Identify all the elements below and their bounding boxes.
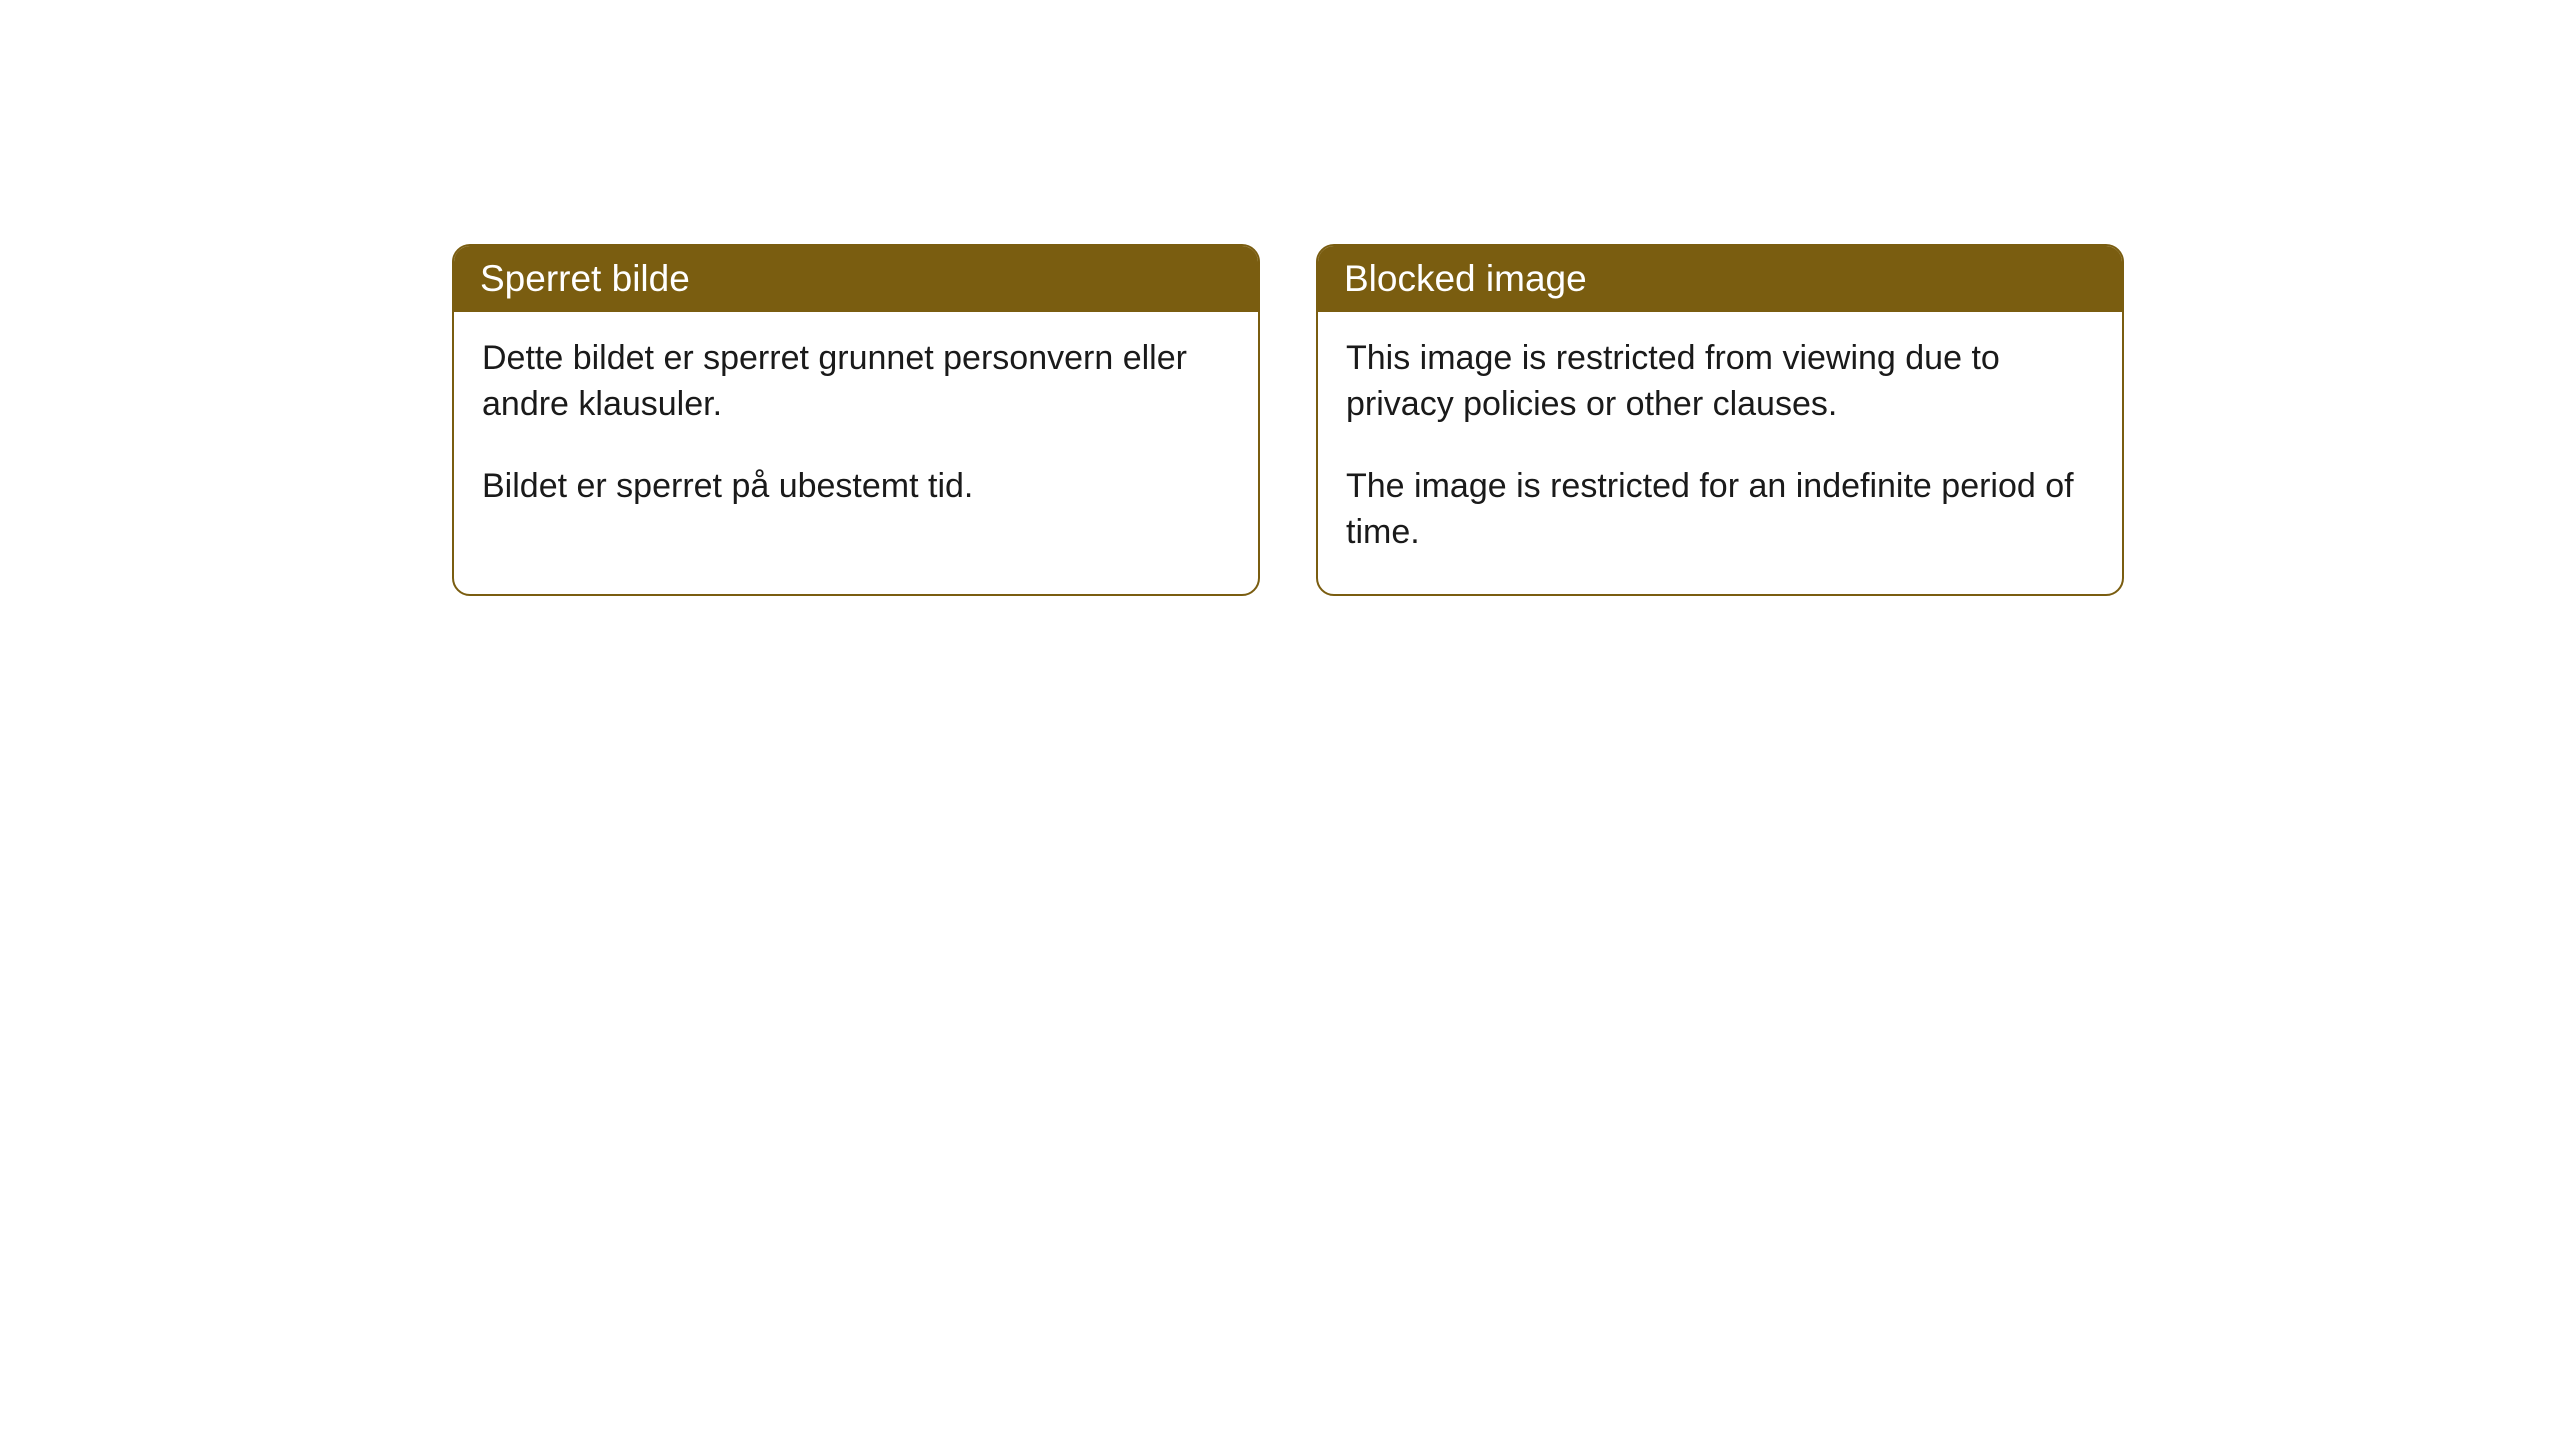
card-body: This image is restricted from viewing du… [1318, 312, 2122, 594]
card-header: Blocked image [1318, 246, 2122, 312]
card-paragraph: Dette bildet er sperret grunnet personve… [482, 336, 1230, 428]
blocked-image-card-no: Sperret bilde Dette bildet er sperret gr… [452, 244, 1260, 596]
card-paragraph: This image is restricted from viewing du… [1346, 336, 2094, 428]
card-paragraph: The image is restricted for an indefinit… [1346, 464, 2094, 556]
card-body: Dette bildet er sperret grunnet personve… [454, 312, 1258, 548]
card-paragraph: Bildet er sperret på ubestemt tid. [482, 464, 1230, 510]
blocked-image-card-en: Blocked image This image is restricted f… [1316, 244, 2124, 596]
notice-cards-container: Sperret bilde Dette bildet er sperret gr… [0, 0, 2560, 596]
card-title: Sperret bilde [480, 258, 690, 299]
card-title: Blocked image [1344, 258, 1587, 299]
card-header: Sperret bilde [454, 246, 1258, 312]
